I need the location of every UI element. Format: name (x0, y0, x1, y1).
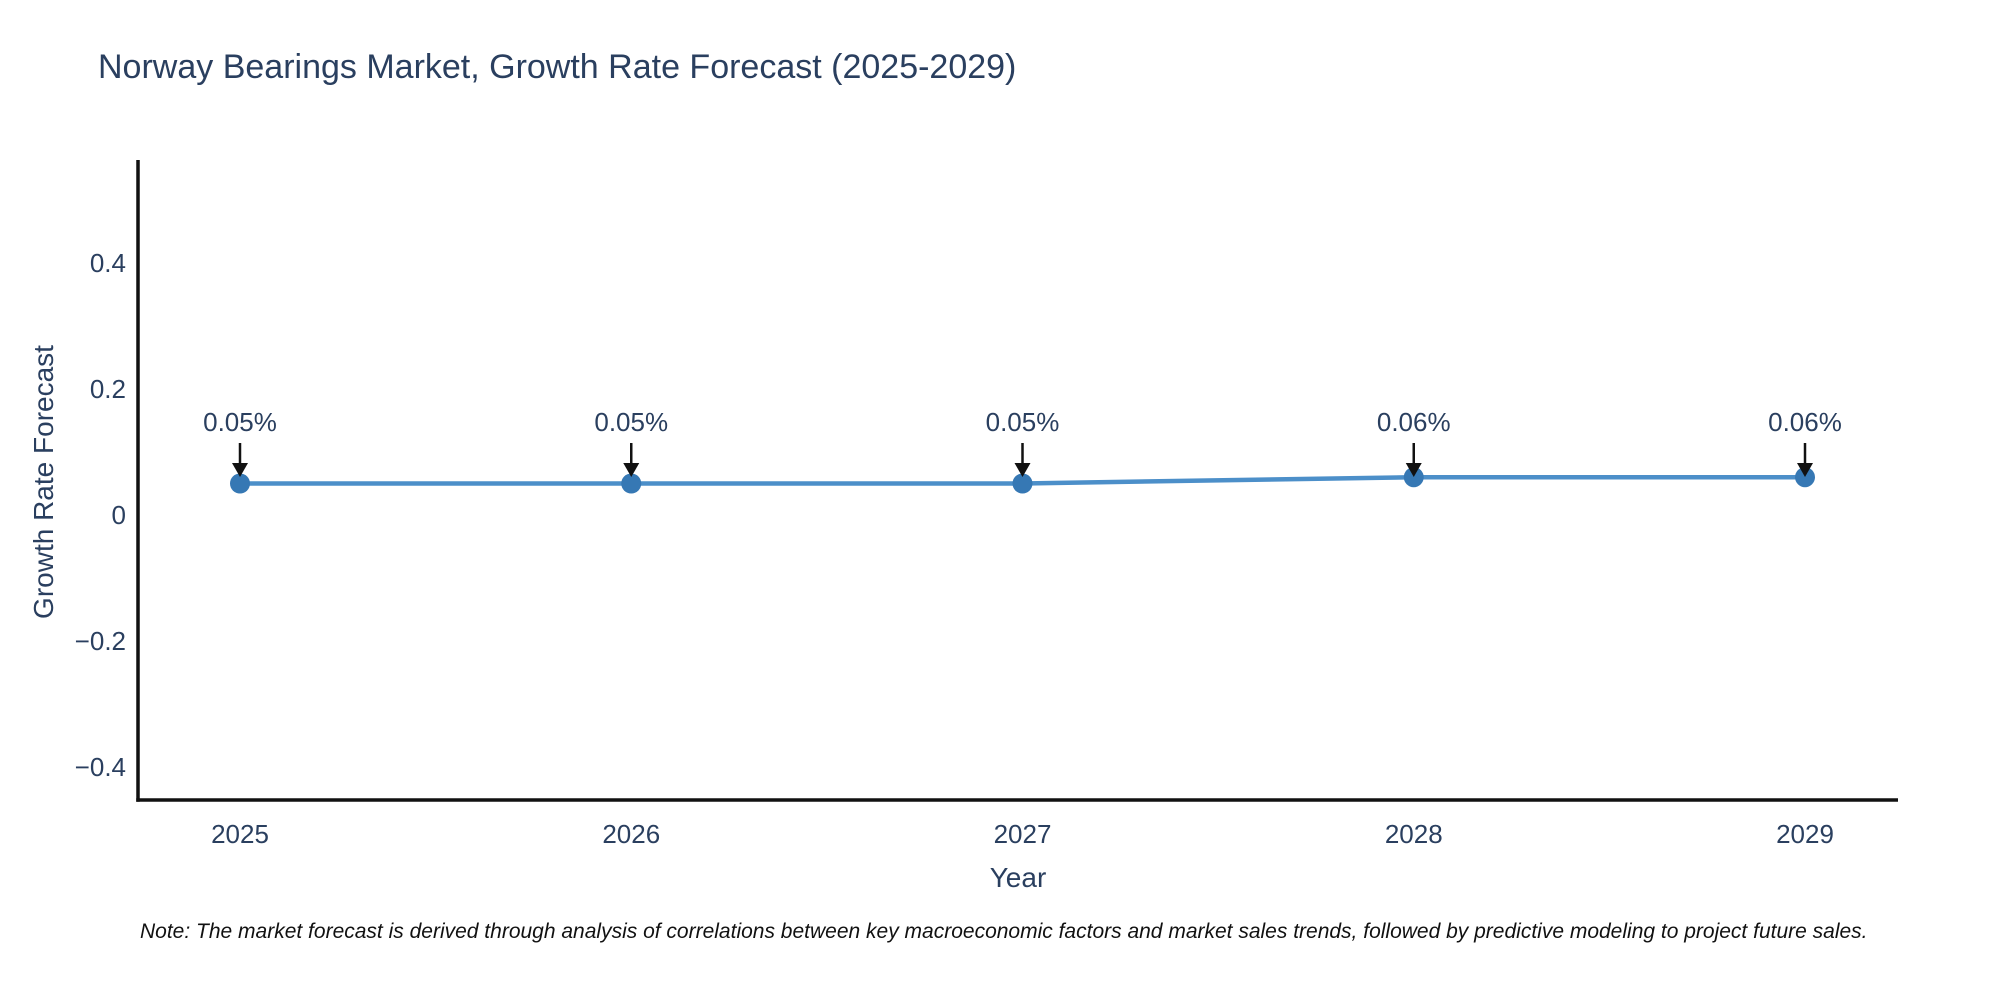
annotation-arrow-head (232, 463, 248, 477)
chart-title: Norway Bearings Market, Growth Rate Fore… (98, 48, 1017, 86)
annotation-value-label: 0.06% (1768, 407, 1842, 437)
annotation-value-label: 0.05% (203, 407, 277, 437)
y-tick-label: 0.2 (90, 374, 126, 404)
y-tick-label: 0 (112, 500, 126, 530)
y-axis-title: Growth Rate Forecast (28, 345, 59, 619)
annotation-arrow-head (1797, 463, 1813, 477)
y-tick-label: −0.2 (75, 626, 126, 656)
data-point-marker (230, 473, 250, 494)
x-tick-label: 2025 (211, 819, 269, 849)
annotation-arrow-head (1014, 463, 1031, 477)
x-tick-label: 2027 (994, 819, 1052, 849)
x-tick-label: 2026 (602, 819, 660, 849)
x-tick-label: 2028 (1385, 819, 1443, 849)
annotation-value-label: 0.05% (594, 407, 668, 437)
x-tick-label: 2029 (1776, 819, 1834, 849)
annotation-arrow-head (623, 463, 640, 477)
annotation-value-label: 0.06% (1377, 407, 1451, 437)
y-tick-label: 0.4 (90, 248, 126, 278)
footnote: Note: The market forecast is derived thr… (140, 920, 1868, 943)
y-tick-label: −0.4 (75, 752, 126, 782)
annotation-arrow-head (1405, 463, 1422, 477)
data-point-marker (1795, 467, 1815, 488)
annotation-value-label: 0.05% (986, 407, 1060, 437)
data-point-marker (1012, 473, 1033, 494)
data-point-marker (1403, 467, 1424, 488)
x-axis-title: Year (989, 862, 1047, 893)
data-point-marker (621, 473, 642, 494)
